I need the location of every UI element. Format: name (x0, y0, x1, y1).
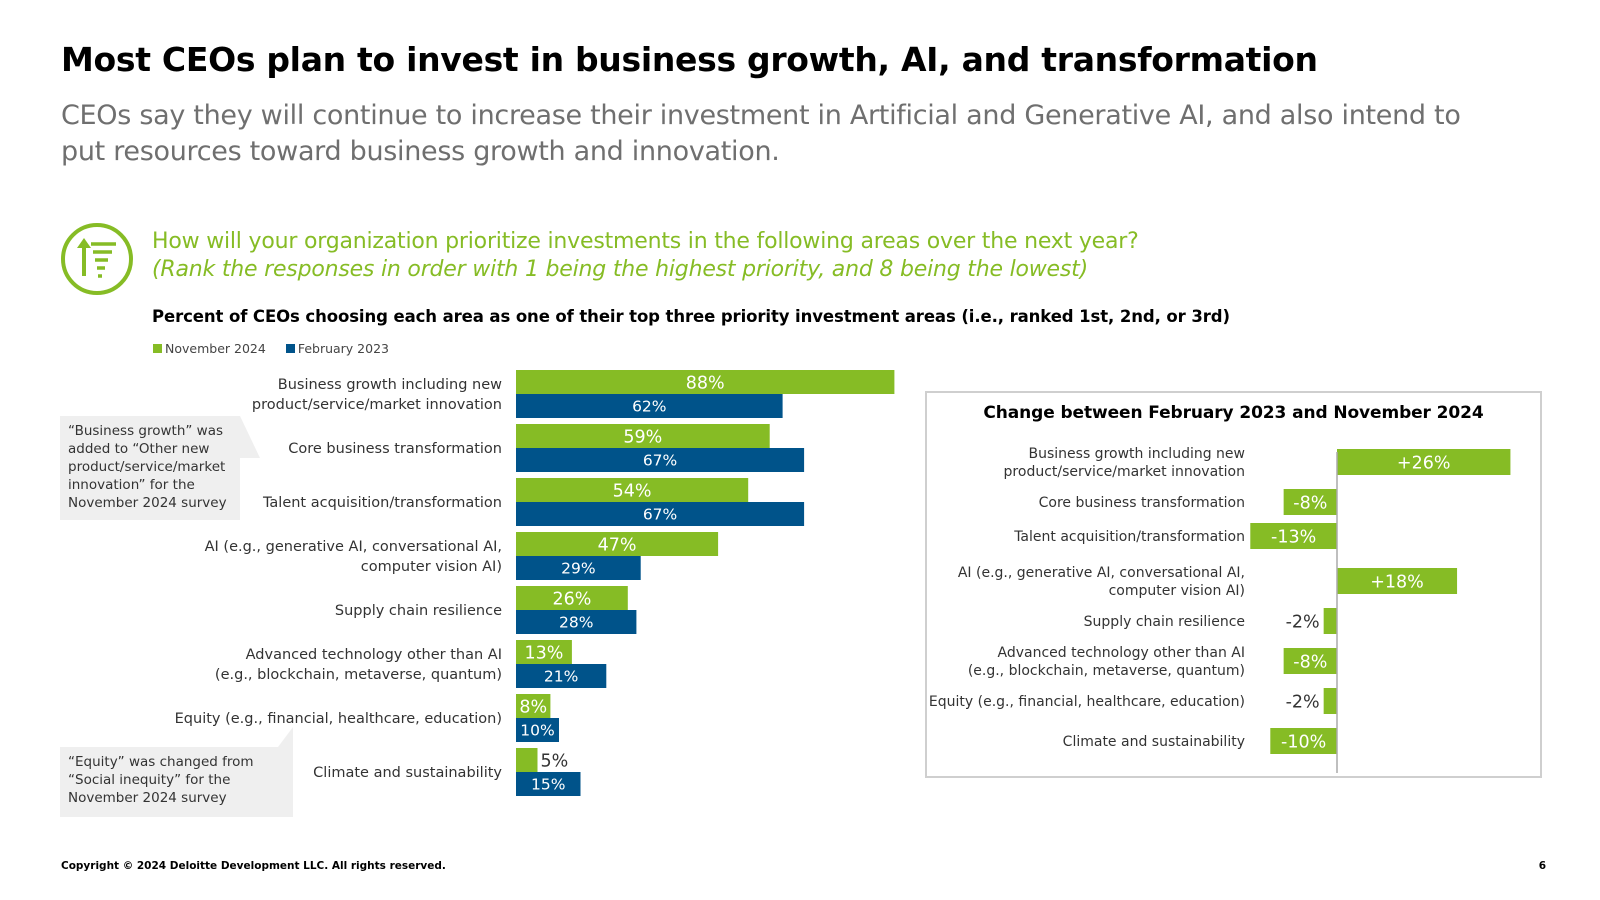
category-label-3: AI (e.g., generative AI, conversational … (205, 539, 502, 555)
data-label-feb-2023-5: 21% (544, 668, 578, 686)
change-bar-7 (1270, 728, 1337, 754)
bar-feb-2023-1 (516, 448, 805, 472)
data-label-feb-2023-1: 67% (643, 452, 677, 470)
data-label-nov-2024-5: 13% (524, 643, 563, 663)
change-category-label-6: Equity (e.g., financial, healthcare, edu… (929, 694, 1245, 710)
bar-nov-2024-7 (516, 748, 538, 772)
page-title: Most CEOs plan to invest in business gro… (61, 40, 1318, 79)
change-label-3: +18% (1370, 572, 1424, 592)
callout-business-growth-text: “Business growth” was added to “Other ne… (68, 423, 227, 511)
bar-nov-2024-3 (516, 532, 719, 556)
bar-nov-2024-0 (516, 370, 895, 394)
category-label-5: Advanced technology other than AI (246, 647, 502, 663)
legend-swatch-feb-2023 (285, 344, 295, 353)
page-number: 6 (1538, 860, 1546, 872)
data-label-nov-2024-4: 26% (552, 589, 591, 609)
change-label-5: -8% (1293, 652, 1327, 672)
legend-swatch-nov-2024 (153, 344, 162, 353)
bar-feb-2023-2 (516, 502, 805, 526)
data-label-feb-2023-7: 15% (531, 776, 565, 794)
change-panel: Change between February 2023 and Novembe… (925, 391, 1542, 778)
change-category-label-5: Advanced technology other than AI (997, 645, 1245, 661)
change-bar-3 (1337, 568, 1458, 594)
bar-feb-2023-4 (516, 610, 637, 634)
copyright-footer: Copyright © 2024 Deloitte Development LL… (61, 860, 446, 872)
priority-bar-chart: Business growth including new product/ser… (175, 370, 895, 796)
legend-item-nov-2024: November 2024 (153, 341, 266, 356)
bar-nov-2024-1 (516, 424, 770, 448)
legend-item-feb-2023: February 2023 (285, 341, 389, 356)
callout-equity-text: “Equity” was changed from “Social inequi… (68, 754, 254, 806)
change-category-label-7: Climate and sustainability (1063, 734, 1245, 750)
bar-feb-2023-7 (516, 772, 581, 796)
category-label-7: Climate and sustainability (313, 765, 502, 781)
category-label-5: (e.g., blockchain, metaverse, quantum) (215, 667, 502, 683)
bar-nov-2024-4 (516, 586, 628, 610)
change-label-1: -8% (1293, 493, 1327, 513)
category-label-2: Talent acquisition/transformation (262, 495, 502, 511)
legend-label-feb-2023: February 2023 (297, 341, 389, 356)
change-category-label-4: Supply chain resilience (1084, 614, 1245, 630)
bar-feb-2023-5 (516, 664, 607, 688)
data-label-feb-2023-3: 29% (561, 560, 595, 578)
bar-nov-2024-5 (516, 640, 572, 664)
chart-legend: November 2024 February 2023 (153, 341, 389, 356)
category-label-3: computer vision AI) (361, 559, 502, 575)
data-label-feb-2023-6: 10% (520, 722, 554, 740)
change-category-label-1: Core business transformation (1039, 495, 1245, 511)
category-label-1: Core business transformation (288, 441, 502, 457)
change-bar-4 (1323, 608, 1337, 634)
change-category-label-0: product/service/market innovation (1004, 464, 1245, 480)
change-category-label-5: (e.g., blockchain, metaverse, quantum) (968, 663, 1245, 679)
data-label-feb-2023-4: 28% (559, 614, 593, 632)
change-category-label-2: Talent acquisition/transformation (1013, 529, 1245, 545)
callout-tail (240, 416, 260, 458)
change-panel-title: Change between February 2023 and Novembe… (983, 403, 1484, 423)
data-label-feb-2023-2: 67% (643, 506, 677, 524)
bar-feb-2023-6 (516, 718, 559, 742)
change-label-4: -2% (1286, 612, 1320, 632)
data-label-nov-2024-1: 59% (623, 427, 662, 447)
callout-tail (278, 727, 293, 747)
change-category-label-0: Business growth including new (1029, 446, 1246, 462)
page-subtitle: CEOs say they will continue to increase … (61, 100, 1461, 167)
bar-nov-2024-6 (516, 694, 551, 718)
change-label-0: +26% (1397, 453, 1451, 473)
change-bar-chart: Business growth including new product/ser… (929, 446, 1511, 773)
change-bar-2 (1250, 523, 1337, 549)
change-label-7: -10% (1281, 732, 1326, 752)
callout-equity: “Equity” was changed from “Social inequi… (60, 727, 293, 817)
data-label-nov-2024-0: 88% (686, 373, 725, 393)
callout-business-growth: “Business growth” was added to “Other ne… (60, 416, 260, 520)
change-label-6: -2% (1286, 692, 1320, 712)
category-label-0: Business growth including new (278, 377, 502, 393)
category-label-6: Equity (e.g., financial, healthcare, edu… (175, 711, 502, 727)
survey-question-note: (Rank the responses in order with 1 bein… (152, 257, 1088, 282)
data-label-nov-2024-7: 5% (541, 751, 569, 771)
survey-question: How will your organization prioritize in… (152, 229, 1139, 254)
change-bar-1 (1283, 489, 1337, 515)
legend-label-nov-2024: November 2024 (165, 341, 266, 356)
change-bar-0 (1337, 449, 1511, 475)
bar-feb-2023-3 (516, 556, 641, 580)
change-bar-5 (1283, 648, 1337, 674)
change-category-label-3: AI (e.g., generative AI, conversational … (958, 565, 1245, 581)
change-label-2: -13% (1271, 527, 1316, 547)
data-label-nov-2024-6: 8% (519, 697, 547, 717)
change-category-label-3: computer vision AI) (1109, 583, 1245, 599)
change-bar-6 (1323, 688, 1337, 714)
bar-feb-2023-0 (516, 394, 783, 418)
category-label-0: product/service/market innovation (252, 397, 502, 413)
ranked-list-icon (61, 223, 133, 295)
data-label-nov-2024-2: 54% (613, 481, 652, 501)
data-label-nov-2024-3: 47% (598, 535, 637, 555)
chart-heading: Percent of CEOs choosing each area as on… (152, 307, 1230, 326)
data-label-feb-2023-0: 62% (632, 398, 666, 416)
category-label-4: Supply chain resilience (335, 603, 502, 619)
bar-nov-2024-2 (516, 478, 749, 502)
